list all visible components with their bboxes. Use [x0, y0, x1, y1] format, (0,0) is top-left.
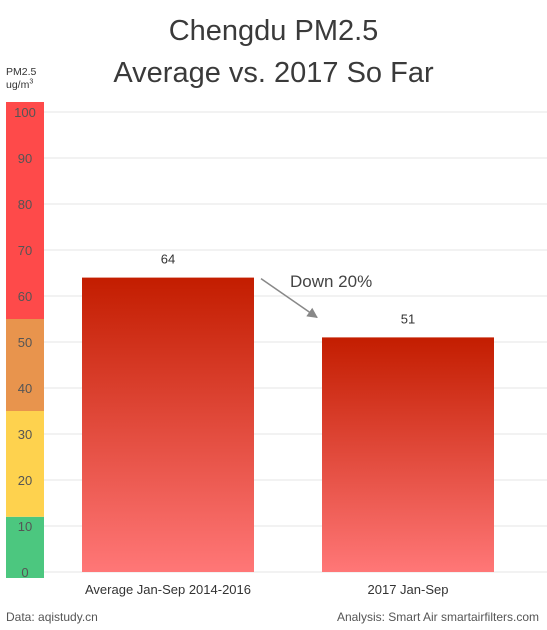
y-tick-label-100: 100	[14, 105, 36, 120]
y-tick-label-90: 90	[18, 151, 32, 166]
y-axis-label-quantity: PM2.5	[6, 66, 37, 78]
y-axis-unit-exponent: 3	[29, 78, 34, 86]
chart-title-line-1: Chengdu PM2.5	[168, 15, 379, 47]
data-label-0: 64	[161, 252, 175, 267]
x-tick-labels: Average Jan-Sep 2014-2016 2017 Jan-Sep	[85, 582, 448, 597]
aqi-band-0	[6, 516, 44, 578]
analysis-credit: Analysis: Smart Air smartairfilters.com	[336, 610, 539, 624]
annotation-text: Down 20%	[290, 272, 372, 291]
y-tick-label-0: 0	[21, 565, 28, 580]
y-axis-unit-base: ug/m	[6, 79, 30, 91]
data-label-1: 51	[401, 311, 415, 326]
y-tick-label-40: 40	[18, 381, 32, 396]
annotation: Down 20%	[260, 272, 372, 319]
bar-1	[322, 337, 494, 572]
y-tick-label-50: 50	[18, 335, 32, 350]
aqi-band-3	[6, 102, 44, 319]
y-axis-label: PM2.5 ug/m3	[6, 66, 36, 92]
aqi-band-1	[6, 411, 44, 517]
annotation-arrow	[260, 277, 318, 319]
y-axis-label-unit: ug/m3	[6, 79, 36, 92]
chart-title-line-2: Average vs. 2017 So Far	[113, 57, 434, 89]
x-tick-label-1: 2017 Jan-Sep	[368, 582, 449, 597]
y-tick-label-60: 60	[18, 289, 32, 304]
bars	[82, 277, 494, 572]
y-tick-label-80: 80	[18, 197, 32, 212]
y-tick-labels: 0 10 20 30 40 50 60 70 80 90 100	[14, 105, 36, 580]
bar-0	[82, 277, 254, 572]
data-source: Data: aqistudy.cn	[6, 610, 98, 624]
aqi-color-scale	[6, 102, 44, 578]
aqi-band-2	[6, 319, 44, 411]
y-tick-label-30: 30	[18, 427, 32, 442]
y-tick-label-10: 10	[18, 519, 32, 534]
x-tick-label-0: Average Jan-Sep 2014-2016	[85, 582, 251, 597]
y-tick-label-70: 70	[18, 243, 32, 258]
y-tick-label-20: 20	[18, 473, 32, 488]
data-labels: 64 51	[161, 252, 415, 327]
